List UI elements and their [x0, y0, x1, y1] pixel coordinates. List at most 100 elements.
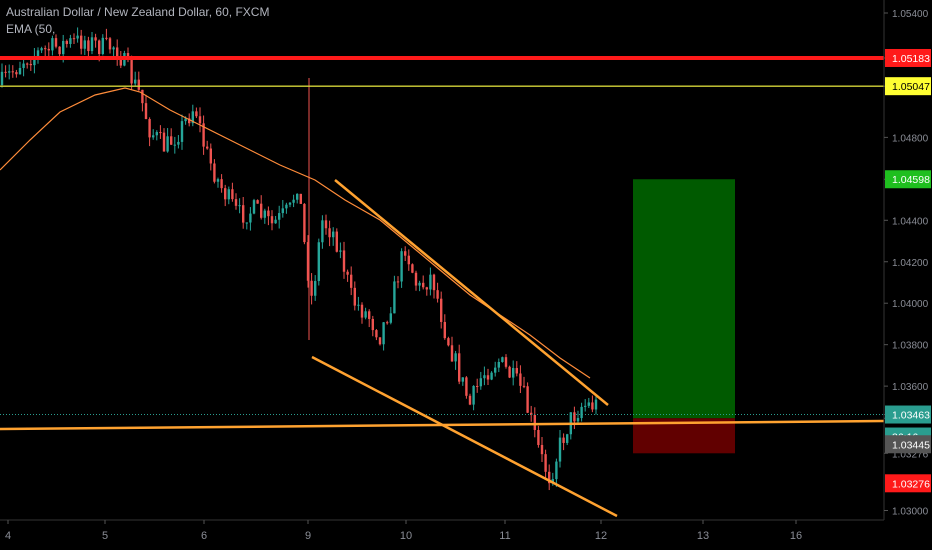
- support-trendline[interactable]: [0, 419, 885, 431]
- candle-body: [105, 37, 108, 39]
- candle-body: [555, 461, 558, 480]
- candle-body: [29, 63, 32, 66]
- time-tick-label: 4: [5, 530, 11, 542]
- candle-body: [101, 37, 104, 54]
- time-tick-label: 9: [305, 530, 311, 542]
- symbol-title[interactable]: Australian Dollar / New Zealand Dollar, …: [6, 5, 270, 19]
- candle-body: [76, 35, 79, 39]
- price-tick-label: 1.04400: [892, 216, 929, 227]
- time-tick-label: 13: [697, 530, 709, 542]
- price-tick-label: 1.05400: [892, 9, 929, 20]
- candle-body: [461, 377, 464, 382]
- take-profit-badge[interactable]: [885, 170, 931, 189]
- candle-body: [389, 313, 392, 323]
- candle-body: [116, 47, 119, 58]
- candle-body: [72, 38, 76, 40]
- candle-body: [479, 378, 482, 387]
- candle-body: [400, 251, 403, 282]
- candle-body: [252, 200, 256, 214]
- candle-body: [0, 71, 4, 85]
- candle-body: [515, 368, 518, 374]
- candle-body: [98, 40, 101, 54]
- resistance-2-badge-label: 1.05047: [892, 81, 930, 93]
- last-price-badge[interactable]: [885, 405, 931, 424]
- candle-body: [296, 193, 299, 200]
- candle-body: [238, 205, 241, 207]
- candle-body: [436, 290, 439, 299]
- candle-body: [526, 386, 529, 413]
- candle-body: [44, 48, 47, 50]
- candle-body: [483, 375, 486, 379]
- candle-body: [414, 272, 418, 286]
- time-tick-label: 16: [790, 530, 802, 542]
- candle-body: [360, 304, 364, 318]
- candle-body: [584, 405, 587, 407]
- candle-body: [342, 250, 346, 272]
- candle-body: [260, 203, 263, 218]
- candle-body: [249, 213, 252, 223]
- candle-body: [242, 205, 245, 223]
- candle-body: [191, 111, 194, 124]
- candle-body: [494, 367, 497, 373]
- last-price-badge-label: 1.03463: [892, 410, 930, 422]
- candle-body: [382, 322, 385, 345]
- candle-body: [432, 274, 436, 291]
- candle-body: [40, 48, 43, 51]
- candle-body: [216, 179, 220, 182]
- candle-body: [328, 228, 331, 238]
- candle-body: [148, 119, 151, 138]
- candle-body: [335, 231, 338, 252]
- price-tick-label: 1.03600: [892, 382, 929, 393]
- candle-body: [152, 135, 155, 138]
- candle-body: [407, 255, 410, 265]
- candle-body: [119, 57, 122, 66]
- candle-body: [220, 179, 223, 189]
- candle-body: [206, 146, 209, 149]
- candle-body: [476, 385, 479, 387]
- candle-body: [36, 50, 40, 57]
- candle-body: [504, 357, 508, 367]
- candle-body: [425, 287, 428, 290]
- candle-body: [141, 89, 144, 104]
- candle-body: [54, 38, 58, 47]
- upper-trendline[interactable]: [334, 179, 609, 406]
- candle-body: [108, 38, 112, 50]
- candle-body: [317, 242, 320, 282]
- candle-body: [159, 132, 162, 134]
- candle-body: [594, 399, 598, 410]
- candle-body: [324, 220, 328, 229]
- candle-body: [364, 311, 367, 318]
- resistance-badge[interactable]: [885, 48, 931, 67]
- candle-body: [587, 402, 590, 406]
- entry-badge[interactable]: [885, 435, 931, 454]
- candle-body: [62, 40, 65, 55]
- stop-loss-badge[interactable]: [885, 474, 931, 493]
- candle-body: [245, 222, 248, 224]
- time-axis-bg: [0, 520, 884, 550]
- candle-body: [170, 136, 173, 145]
- candle-body: [47, 48, 50, 51]
- candle-body: [558, 437, 562, 462]
- candle-body: [429, 274, 432, 290]
- time-tick-label: 10: [400, 530, 412, 542]
- candle-body: [4, 71, 7, 73]
- candle-body: [166, 136, 169, 152]
- candle-body: [411, 264, 414, 273]
- candle-body: [195, 111, 198, 117]
- candle-body: [130, 60, 133, 84]
- candle-body: [350, 274, 353, 288]
- lower-trendline[interactable]: [311, 355, 618, 518]
- candle-body: [33, 56, 36, 66]
- candle-body: [224, 188, 227, 200]
- candle-body: [522, 385, 526, 387]
- indicator-label[interactable]: EMA (50,: [6, 22, 56, 36]
- candle-body: [270, 216, 274, 224]
- ema-line[interactable]: [0, 87, 591, 379]
- resistance-2-badge[interactable]: [885, 77, 931, 96]
- candle-body: [339, 250, 342, 252]
- profit-zone[interactable]: [633, 179, 735, 419]
- overlays-layer: [0, 55, 885, 518]
- candle-body: [368, 311, 371, 319]
- candle-body: [8, 71, 11, 73]
